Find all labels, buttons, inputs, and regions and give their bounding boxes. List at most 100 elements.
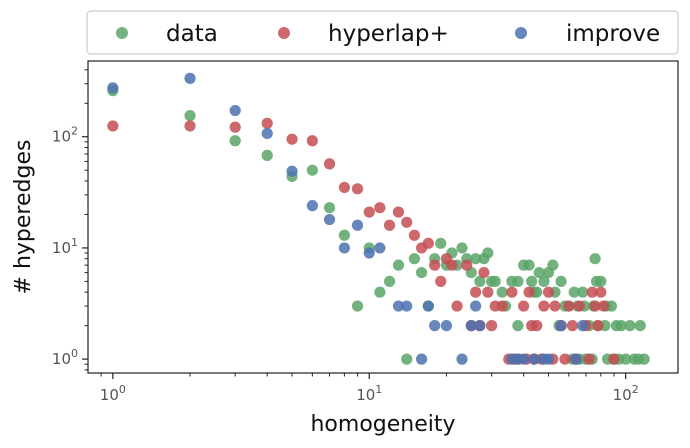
legend-marker-improve xyxy=(515,27,527,39)
data-points xyxy=(107,72,650,365)
series-data xyxy=(107,85,650,365)
point-data xyxy=(482,247,494,259)
point-improve xyxy=(577,320,589,332)
point-data xyxy=(538,275,550,287)
y-tick-label: 100 xyxy=(52,347,78,368)
point-hyperlap xyxy=(363,206,375,218)
point-data xyxy=(408,253,421,265)
point-data xyxy=(261,149,273,161)
x-tick-label-base: 10 xyxy=(356,386,375,404)
point-data xyxy=(456,242,468,254)
y-tick-label-exponent: 2 xyxy=(71,125,78,138)
point-data xyxy=(620,353,632,365)
point-data xyxy=(229,135,241,147)
point-data xyxy=(323,202,336,214)
point-data xyxy=(351,300,364,312)
point-data xyxy=(526,275,538,287)
point-hyperlap xyxy=(566,320,579,332)
point-improve xyxy=(306,200,318,212)
point-data xyxy=(531,286,543,298)
legend: data hyperlap+ improve xyxy=(86,10,679,55)
point-improve xyxy=(261,127,273,140)
point-data xyxy=(383,275,396,287)
point-improve xyxy=(229,104,241,117)
point-hyperlap xyxy=(229,121,241,133)
point-hyperlap xyxy=(435,275,447,287)
point-hyperlap xyxy=(559,353,571,365)
point-hyperlap xyxy=(589,300,601,312)
point-improve xyxy=(518,353,530,365)
point-improve xyxy=(351,219,364,231)
point-hyperlap xyxy=(531,320,543,332)
legend-marker-hyperlap xyxy=(278,27,290,39)
point-improve xyxy=(363,247,375,259)
point-hyperlap xyxy=(478,266,490,279)
y-tick-label-exponent: 1 xyxy=(71,236,78,249)
point-hyperlap xyxy=(408,229,421,241)
point-hyperlap xyxy=(401,216,413,228)
point-data xyxy=(568,286,580,298)
point-improve xyxy=(338,242,351,254)
point-data xyxy=(496,286,508,298)
point-hyperlap xyxy=(608,353,620,365)
y-tick-label: 101 xyxy=(52,236,78,257)
point-hyperlap xyxy=(597,300,610,312)
plot-frame xyxy=(87,60,679,374)
point-improve xyxy=(429,320,441,332)
point-hyperlap xyxy=(306,135,318,147)
y-tick-label-base: 10 xyxy=(52,128,71,146)
point-hyperlap xyxy=(383,219,396,231)
point-data xyxy=(474,275,486,287)
legend-label-improve: improve xyxy=(566,21,660,47)
point-improve xyxy=(107,82,119,94)
legend-label-data: data xyxy=(166,21,218,47)
point-improve xyxy=(465,320,477,332)
point-hyperlap xyxy=(107,120,119,132)
point-improve xyxy=(542,353,555,365)
series-hyperlap xyxy=(107,117,620,365)
point-improve xyxy=(286,165,298,177)
point-improve xyxy=(401,300,413,312)
point-data xyxy=(605,300,618,312)
point-hyperlap xyxy=(338,181,351,194)
point-hyperlap xyxy=(586,286,598,298)
x-tick-label-base: 10 xyxy=(100,386,119,404)
point-data xyxy=(184,109,196,122)
point-hyperlap xyxy=(429,259,441,271)
point-data xyxy=(374,286,386,298)
point-data xyxy=(415,266,428,279)
x-tick-label-base: 10 xyxy=(613,386,632,404)
y-tick-label-base: 10 xyxy=(52,239,71,257)
point-hyperlap xyxy=(323,158,336,170)
point-data xyxy=(589,253,601,265)
point-hyperlap xyxy=(563,300,575,312)
point-hyperlap xyxy=(184,120,196,132)
point-improve xyxy=(570,353,582,365)
point-hyperlap xyxy=(374,202,386,214)
point-hyperlap xyxy=(351,183,364,195)
point-data xyxy=(523,259,535,271)
point-hyperlap xyxy=(422,237,434,249)
point-data xyxy=(547,259,559,271)
point-hyperlap xyxy=(583,353,595,365)
x-tick-label: 101 xyxy=(356,383,382,404)
point-hyperlap xyxy=(261,117,273,129)
point-data xyxy=(338,229,351,241)
point-improve xyxy=(392,300,405,312)
point-data xyxy=(615,320,627,332)
x-tick-label-exponent: 0 xyxy=(119,383,126,396)
point-data xyxy=(470,253,482,265)
point-improve xyxy=(184,72,196,84)
point-hyperlap xyxy=(485,320,498,332)
legend-label-hyperlap: hyperlap+ xyxy=(328,21,449,47)
point-data xyxy=(577,286,589,298)
x-tick-label: 100 xyxy=(100,383,126,404)
point-data xyxy=(624,320,636,332)
y-tick-label: 102 xyxy=(52,125,78,146)
x-axis-label: homogeneity xyxy=(310,412,455,437)
y-axis-label: # hyperedges xyxy=(11,140,36,295)
x-tick-label-exponent: 2 xyxy=(632,383,639,396)
point-data xyxy=(401,353,413,365)
point-hyperlap xyxy=(286,133,298,145)
